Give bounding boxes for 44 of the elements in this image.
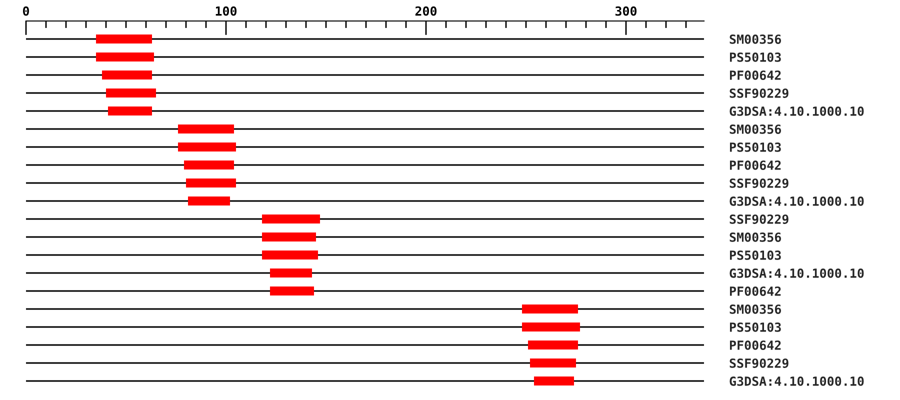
y-tick-label: PS50103 — [730, 52, 781, 62]
bar — [108, 106, 152, 116]
bar — [96, 52, 154, 62]
y-tick-label: PF00642 — [730, 340, 781, 350]
y-tick-label: G3DSA:4.10.1000.10 — [730, 376, 864, 386]
y-tick-label: PS50103 — [730, 250, 781, 260]
y-tick-label: PS50103 — [730, 322, 781, 332]
y-tick-label: PS50103 — [730, 142, 781, 152]
bar — [262, 232, 316, 242]
y-tick-label: G3DSA:4.10.1000.10 — [730, 196, 864, 206]
bar — [528, 340, 578, 350]
y-tick-label: SM00356 — [730, 232, 781, 242]
bar — [178, 124, 234, 134]
bar — [188, 196, 230, 206]
x-tick-label: 0 — [22, 6, 30, 16]
y-tick-label: SM00356 — [730, 304, 781, 314]
bar — [530, 358, 576, 368]
y-tick-label: SM00356 — [730, 124, 781, 134]
bar — [186, 178, 236, 188]
y-tick-label: SSF90229 — [730, 214, 788, 224]
bar — [522, 322, 580, 332]
x-tick-label: 300 — [615, 6, 637, 16]
y-tick-label: PF00642 — [730, 286, 781, 296]
y-tick-label: SSF90229 — [730, 358, 788, 368]
y-tick-label: PF00642 — [730, 160, 781, 170]
bar — [184, 160, 234, 170]
bar — [270, 268, 312, 278]
bar — [262, 250, 318, 260]
bar — [102, 70, 152, 80]
bar — [106, 88, 156, 98]
bar — [262, 214, 320, 224]
x-tick-label: 200 — [415, 6, 437, 16]
bar — [522, 304, 578, 314]
y-tick-label: G3DSA:4.10.1000.10 — [730, 268, 864, 278]
bar — [96, 34, 152, 44]
x-tick-label: 100 — [216, 6, 237, 16]
bar — [178, 142, 236, 152]
y-tick-label: G3DSA:4.10.1000.10 — [730, 106, 864, 116]
y-tick-label: SSF90229 — [730, 178, 788, 188]
y-tick-label: PF00642 — [730, 70, 781, 80]
bar — [270, 286, 314, 296]
y-tick-label: SM00356 — [730, 34, 781, 44]
y-tick-label: SSF90229 — [730, 88, 788, 98]
bar — [534, 376, 574, 386]
